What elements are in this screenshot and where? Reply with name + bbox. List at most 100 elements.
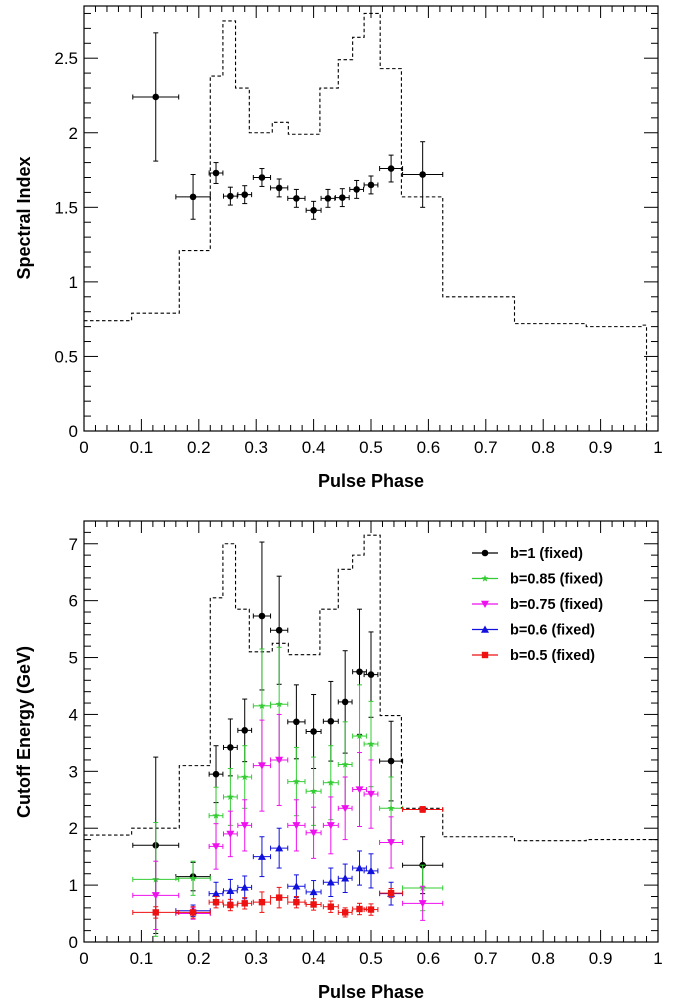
data-point: [341, 805, 350, 813]
data-point: [292, 822, 301, 830]
data-point: [241, 727, 249, 734]
y-tick-label: 5: [69, 649, 78, 668]
data-point: [387, 804, 395, 812]
data-point: [258, 702, 266, 709]
data-point: [355, 732, 364, 740]
x-tick-label: 0.1: [130, 438, 154, 457]
x-tick-label: 0.3: [244, 949, 268, 968]
legend-entry: b=0.6 (fixed): [472, 623, 595, 639]
x-tick-label: 0.2: [187, 949, 211, 968]
x-tick-label: 0.7: [474, 438, 498, 457]
data-point: [257, 852, 266, 860]
y-tick-label: 7: [69, 535, 78, 554]
data-point: [326, 878, 335, 886]
data-point: [240, 822, 249, 830]
data-point: [387, 889, 395, 897]
data-point: [212, 843, 221, 851]
data-point: [356, 905, 363, 913]
data-point: [212, 770, 220, 778]
x-tick-label: 0.6: [417, 438, 441, 457]
data-point: [327, 903, 335, 910]
data-point: [227, 744, 234, 751]
data-point: [275, 700, 283, 708]
data-point: [152, 909, 159, 916]
y-tick-label: 1.5: [54, 198, 78, 217]
x-axis-title: Pulse Phase: [318, 982, 424, 1002]
legend-marker: [481, 600, 489, 608]
series-4: [132, 806, 444, 919]
x-tick-label: 0.2: [187, 438, 211, 457]
data-point: [419, 806, 426, 813]
spectral-index-panel: 0 0.1 0.2 0.3 0.4 0.5 0.6 0.7 0.8 0.9 1 0 0.5 1 1.5 2 2.…: [14, 5, 663, 491]
x-tick-label: 0.4: [302, 438, 326, 457]
x-tick-label: 0.6: [417, 949, 441, 968]
data-point: [275, 756, 284, 764]
data-point: [293, 718, 300, 726]
data-point: [310, 206, 317, 214]
x-tick-label: 0: [79, 438, 88, 457]
data-point: [227, 192, 234, 200]
legend-label: b=0.6 (fixed): [510, 623, 595, 639]
y-tick-label: 1: [69, 273, 78, 292]
y-tick-label: 4: [69, 705, 78, 724]
data-point: [367, 181, 375, 189]
y-tick-label: 3: [69, 762, 78, 781]
data-point: [341, 698, 349, 706]
axes: 0 0.1 0.2 0.3 0.4 0.5 0.6 0.7 0.8 0.9 1 0 1 2 3 4 5 6 7: [69, 520, 663, 968]
data-point: [339, 194, 346, 201]
cutoff-energy-panel: 0 0.1 0.2 0.3 0.4 0.5 0.6 0.7 0.8 0.9 1 0 1 2 3 4 5 6 7 b=…: [14, 520, 663, 1002]
x-tick-label: 0.5: [359, 438, 383, 457]
x-tick-label: 0.4: [302, 949, 326, 968]
x-tick-label: 0.3: [244, 438, 268, 457]
x-tick-label: 0.5: [359, 949, 383, 968]
data-point: [241, 773, 249, 781]
data-point: [189, 874, 197, 882]
data-point: [292, 882, 301, 890]
data-point: [241, 191, 249, 198]
data-point: [367, 671, 375, 678]
data-point: [226, 886, 235, 894]
legend: b=1 (fixed) b=0.85 (fixed) b=0.75 (fixed) b…: [472, 546, 603, 664]
data-point: [227, 901, 234, 909]
data-point: [387, 757, 395, 765]
data-point: [293, 898, 300, 906]
axes: 0 0.1 0.2 0.3 0.4 0.5 0.6 0.7 0.8 0.9 1 0 0.5 1 1.5 2 2.…: [54, 6, 663, 457]
data-point: [212, 169, 220, 177]
data-point: [367, 740, 375, 748]
data-point: [226, 793, 234, 800]
x-tick-label: 0.9: [589, 438, 613, 457]
error-bar: [363, 903, 379, 916]
data-point: [212, 889, 221, 897]
x-tick-label: 0.7: [474, 949, 498, 968]
data-point: [355, 786, 364, 794]
x-tick-label: 0.1: [130, 949, 154, 968]
data-point: [356, 668, 363, 676]
data-point: [293, 195, 300, 202]
y-tick-label: 2.5: [54, 49, 78, 68]
y-tick-label: 2: [69, 124, 78, 143]
legend-entry: b=0.5 (fixed): [472, 648, 595, 664]
legend-marker: [481, 651, 489, 659]
data-point: [309, 829, 318, 837]
data-point: [292, 777, 300, 785]
y-axis-title: Cutoff Energy (GeV): [14, 646, 34, 818]
x-tick-label: 1: [653, 949, 662, 968]
y-tick-label: 2: [69, 819, 78, 838]
data-point: [275, 184, 283, 192]
y-tick-label: 0.5: [54, 347, 78, 366]
data-point: [367, 866, 375, 875]
data-point: [327, 778, 335, 786]
data-point: [189, 909, 197, 916]
data-point: [367, 790, 375, 799]
data-point: [327, 717, 335, 725]
y-tick-label: 1: [69, 876, 78, 895]
histogram-line: [84, 12, 648, 431]
legend-label: b=0.5 (fixed): [510, 648, 595, 664]
data-point: [258, 612, 266, 620]
plot-frame: [83, 5, 659, 432]
legend-entry: b=0.75 (fixed): [472, 597, 603, 613]
series-0: [132, 541, 444, 934]
data-point: [275, 844, 284, 852]
data-point: [341, 874, 350, 882]
